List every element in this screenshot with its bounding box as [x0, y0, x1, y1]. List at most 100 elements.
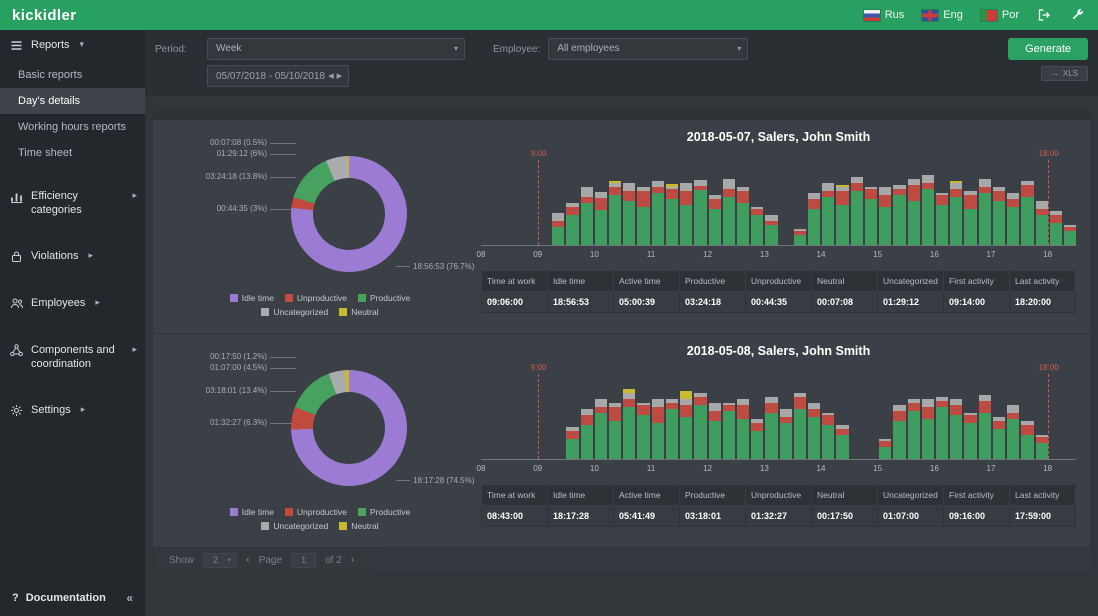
sidebar-item-working-hours-reports[interactable]: Working hours reports [18, 120, 127, 133]
table-value-cell: 01:07:00 [877, 505, 944, 527]
sidebar-item-components-coordination[interactable]: Components and coordination ▸ [0, 335, 145, 381]
table-header-cell: Last activity [1009, 270, 1076, 292]
language-eng[interactable]: Eng [922, 9, 963, 21]
legend-row: Idle time Unproductive Productive [229, 293, 410, 303]
table-header-cell: Productive [679, 270, 746, 292]
timeline-bar [722, 403, 735, 459]
date-range-input[interactable]: 05/07/2018 - 05/10/2018 ◀ ▶ [207, 65, 349, 87]
prev-page-button[interactable]: ‹ [246, 554, 250, 566]
timeline-bar [623, 389, 636, 459]
wrench-icon[interactable] [1070, 8, 1084, 22]
page-number-input[interactable]: 1 [291, 552, 317, 568]
period-select[interactable]: Week ▾ [207, 38, 465, 60]
chevron-down-icon: ▾ [79, 39, 85, 49]
sidebar-item-days-details[interactable]: Day's details [0, 87, 145, 114]
employee-select[interactable]: All employees ▾ [548, 38, 749, 60]
table-header-cell: Uncategorized [877, 270, 944, 292]
axis-tick-label: 12 [703, 250, 713, 259]
sidebar-item-label: Components and coordination [31, 343, 115, 370]
donut-callout: 00:07:08 (0.5%) [210, 138, 296, 147]
language-rus[interactable]: Rus [863, 9, 904, 21]
timeline-bar [992, 187, 1006, 245]
table-value-cell: 03:18:01 [679, 505, 746, 527]
table-value-cell: 00:07:08 [811, 291, 878, 313]
legend-item-uncategorized: Uncategorized [261, 307, 328, 317]
table-value-cell: 18:17:28 [547, 505, 614, 527]
sidebar-item-basic-reports[interactable]: Basic reports [18, 68, 83, 81]
network-icon [10, 344, 24, 357]
table-header-cell: Unproductive [745, 484, 812, 506]
next-page-button[interactable]: › [350, 554, 355, 566]
documentation-link[interactable]: ? Documentation [12, 592, 106, 604]
table-header-cell: Uncategorized [877, 484, 944, 506]
legend-row: Uncategorized Neutral [261, 521, 379, 531]
day-title: 2018-05-07, Salers, John Smith [686, 130, 871, 144]
export-xls-button[interactable]: → XLS [1040, 66, 1088, 81]
axis-tick-label: 16 [929, 464, 939, 473]
donut-callout: 03:18:01 (13.4%) [205, 386, 297, 395]
legend-row: Uncategorized Neutral [261, 307, 379, 317]
topbar: kickidler Rus Eng Por [0, 0, 1098, 30]
sidebar-item-label: Reports [31, 39, 70, 51]
generate-button[interactable]: Generate [1008, 38, 1088, 60]
collapse-sidebar-button[interactable]: « [126, 591, 133, 605]
sidebar-item-employees[interactable]: Employees ▸ [0, 288, 145, 320]
legend-item-idle-time: Idle time [229, 293, 274, 303]
table-header-cell: Neutral [811, 484, 878, 506]
schedule-marker: 18:00 [1039, 363, 1059, 459]
sidebar-item-efficiency-categories[interactable]: Efficiency categories ▸ [0, 181, 145, 227]
timeline-bar [694, 180, 707, 245]
language-por[interactable]: Por [980, 9, 1019, 21]
date-range-value: 05/07/2018 - 05/10/2018 [216, 70, 325, 82]
main-content: Period: Week ▾ 05/07/2018 - 05/10/2018 ◀… [145, 30, 1098, 616]
timeline-bar [822, 413, 835, 459]
sidebar-item-violations[interactable]: Violations ▸ [0, 241, 145, 273]
page-size-select[interactable]: 2 ▾ [203, 552, 238, 568]
timeline-bar [765, 397, 778, 459]
schedule-marker: 9:00 [531, 149, 546, 245]
period-label: Period: [155, 43, 187, 55]
timeline-bar [665, 399, 679, 459]
schedule-marker: 9:00 [531, 363, 546, 459]
next-date-button[interactable]: ▶ [336, 73, 342, 80]
chevron-down-icon: ▾ [453, 44, 458, 53]
sidebar-item-settings[interactable]: Settings ▸ [0, 395, 145, 427]
chart-icon [10, 190, 24, 203]
axis-tick-label: 10 [589, 250, 599, 259]
table-value-cell: 18:20:00 [1009, 291, 1076, 313]
axis-tick-label: 13 [759, 250, 769, 259]
axis-tick-label: 09 [533, 250, 543, 259]
donut-callout: 03:24:18 (13.8%) [205, 172, 297, 181]
prev-date-button[interactable]: ◀ [328, 73, 334, 80]
timeline-bar [722, 179, 735, 245]
sidebar-item-time-sheet[interactable]: Time sheet [18, 146, 73, 159]
axis-tick-label: 15 [873, 464, 883, 473]
language-label: Eng [943, 9, 963, 21]
logout-icon[interactable] [1037, 8, 1052, 22]
table-value-cell: 09:14:00 [943, 291, 1010, 313]
table-value-cell: 00:17:50 [811, 505, 878, 527]
sidebar-item-label: Employees [31, 297, 86, 309]
legend-swatch-icon [284, 294, 293, 302]
timeline-bar [1007, 193, 1020, 245]
flag-eng-icon [922, 9, 939, 21]
timeline-bar [921, 399, 934, 459]
timeline-bar [936, 193, 949, 245]
page-of-label: of 2 [325, 554, 342, 566]
table-header-cell: Last activity [1009, 484, 1076, 506]
help-icon: ? [12, 592, 19, 604]
gear-icon [10, 404, 24, 417]
results-panel: 00:07:08 (0.5%) 01:29:12 (6%) 03:24:18 (… [153, 106, 1090, 572]
legend-item-idle-time: Idle time [229, 507, 274, 517]
table-header-cell: Time at work [481, 484, 548, 506]
table-value-cell: 17:59:00 [1009, 505, 1076, 527]
day-report-section: 00:17:50 (1.2%) 01:07:00 (4.5%) 03:18:01… [153, 334, 1090, 548]
timeline-bar [893, 405, 906, 459]
day-summary-table: Time at work Idle time Active time Producti… [481, 270, 1076, 313]
sidebar-item-reports[interactable]: Reports ▾ [0, 30, 145, 62]
timeline-chart: 08 09 10 11 12 13 14 15 16 17 18 9:00 18:00 [477, 362, 1076, 477]
timeline-bar [751, 419, 764, 459]
table-value-cell: 01:32:27 [745, 505, 812, 527]
page-label: Page [258, 554, 283, 566]
chevron-right-icon: ▸ [132, 189, 137, 200]
